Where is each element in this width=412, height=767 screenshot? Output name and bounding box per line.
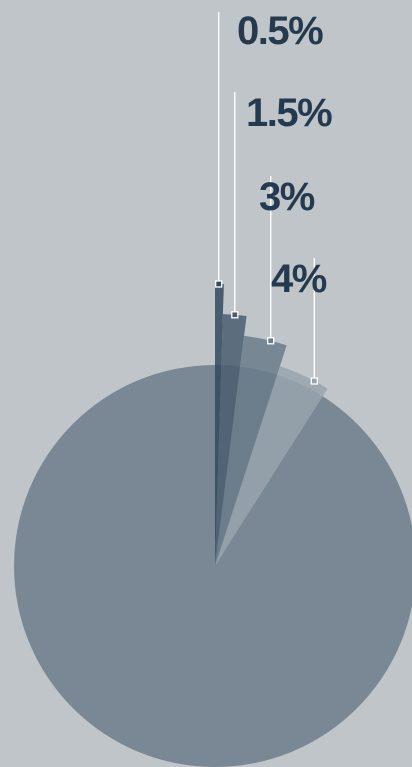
pie-slice-4 [215, 366, 328, 566]
pie-slice-2 [215, 314, 247, 566]
slice-label-3: 3% [259, 175, 315, 219]
pie-slice-3 [215, 335, 287, 566]
highlight-slices [215, 284, 328, 566]
pie-main-slice [14, 365, 412, 767]
pie-slice-1 [215, 284, 224, 566]
slice-label-2: 1.5% [246, 91, 332, 135]
slice-labels: 0.5% 1.5% 3% 4% [237, 9, 334, 301]
leader-lines [215, 12, 318, 385]
leader-marker-2 [231, 311, 239, 319]
slice-label-4: 4% [271, 257, 327, 301]
leader-marker-1 [215, 280, 223, 288]
leader-marker-4 [310, 377, 318, 385]
leader-marker-3 [267, 337, 275, 345]
slice-label-1: 0.5% [237, 9, 323, 53]
main-slice-layer [14, 365, 412, 767]
